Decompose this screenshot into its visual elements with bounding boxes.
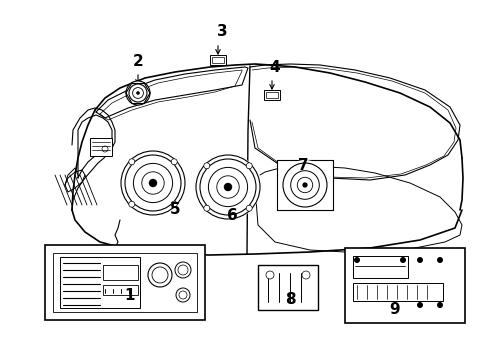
- Bar: [212, 57, 224, 63]
- Text: 3: 3: [216, 24, 227, 40]
- Text: 6: 6: [226, 207, 237, 222]
- Text: 8: 8: [284, 292, 295, 307]
- Text: 7: 7: [297, 158, 307, 172]
- Circle shape: [195, 154, 261, 220]
- Circle shape: [302, 183, 307, 188]
- Bar: [209, 55, 225, 65]
- Text: 2: 2: [132, 54, 143, 69]
- Circle shape: [265, 271, 273, 279]
- Circle shape: [224, 183, 232, 191]
- Text: 9: 9: [389, 302, 400, 318]
- Bar: [45, 245, 204, 320]
- Circle shape: [128, 201, 135, 207]
- Bar: [103, 265, 138, 280]
- Bar: [264, 90, 280, 100]
- Circle shape: [246, 205, 252, 211]
- Text: 1: 1: [124, 288, 135, 302]
- Bar: [103, 285, 138, 295]
- Circle shape: [126, 81, 150, 105]
- Bar: [352, 256, 407, 278]
- Circle shape: [176, 288, 190, 302]
- Circle shape: [175, 262, 191, 278]
- Circle shape: [246, 163, 252, 169]
- Bar: [60, 257, 140, 308]
- Text: 5: 5: [169, 202, 180, 217]
- Circle shape: [128, 159, 135, 165]
- Circle shape: [436, 257, 442, 263]
- Bar: [258, 265, 317, 310]
- Circle shape: [353, 257, 359, 263]
- Circle shape: [302, 271, 309, 279]
- Bar: [352, 283, 442, 301]
- Bar: [53, 253, 197, 312]
- Text: 4: 4: [269, 60, 280, 76]
- Bar: [345, 248, 464, 323]
- Circle shape: [171, 159, 177, 165]
- Bar: [265, 92, 278, 98]
- Circle shape: [171, 201, 177, 207]
- Circle shape: [399, 257, 405, 263]
- Circle shape: [148, 263, 172, 287]
- Bar: [276, 160, 332, 210]
- Circle shape: [120, 150, 185, 216]
- Circle shape: [136, 91, 140, 95]
- Circle shape: [280, 160, 329, 210]
- Circle shape: [416, 302, 422, 308]
- Circle shape: [416, 257, 422, 263]
- Circle shape: [148, 179, 157, 187]
- Circle shape: [436, 302, 442, 308]
- Bar: [90, 138, 112, 156]
- Circle shape: [203, 163, 209, 169]
- Circle shape: [203, 205, 209, 211]
